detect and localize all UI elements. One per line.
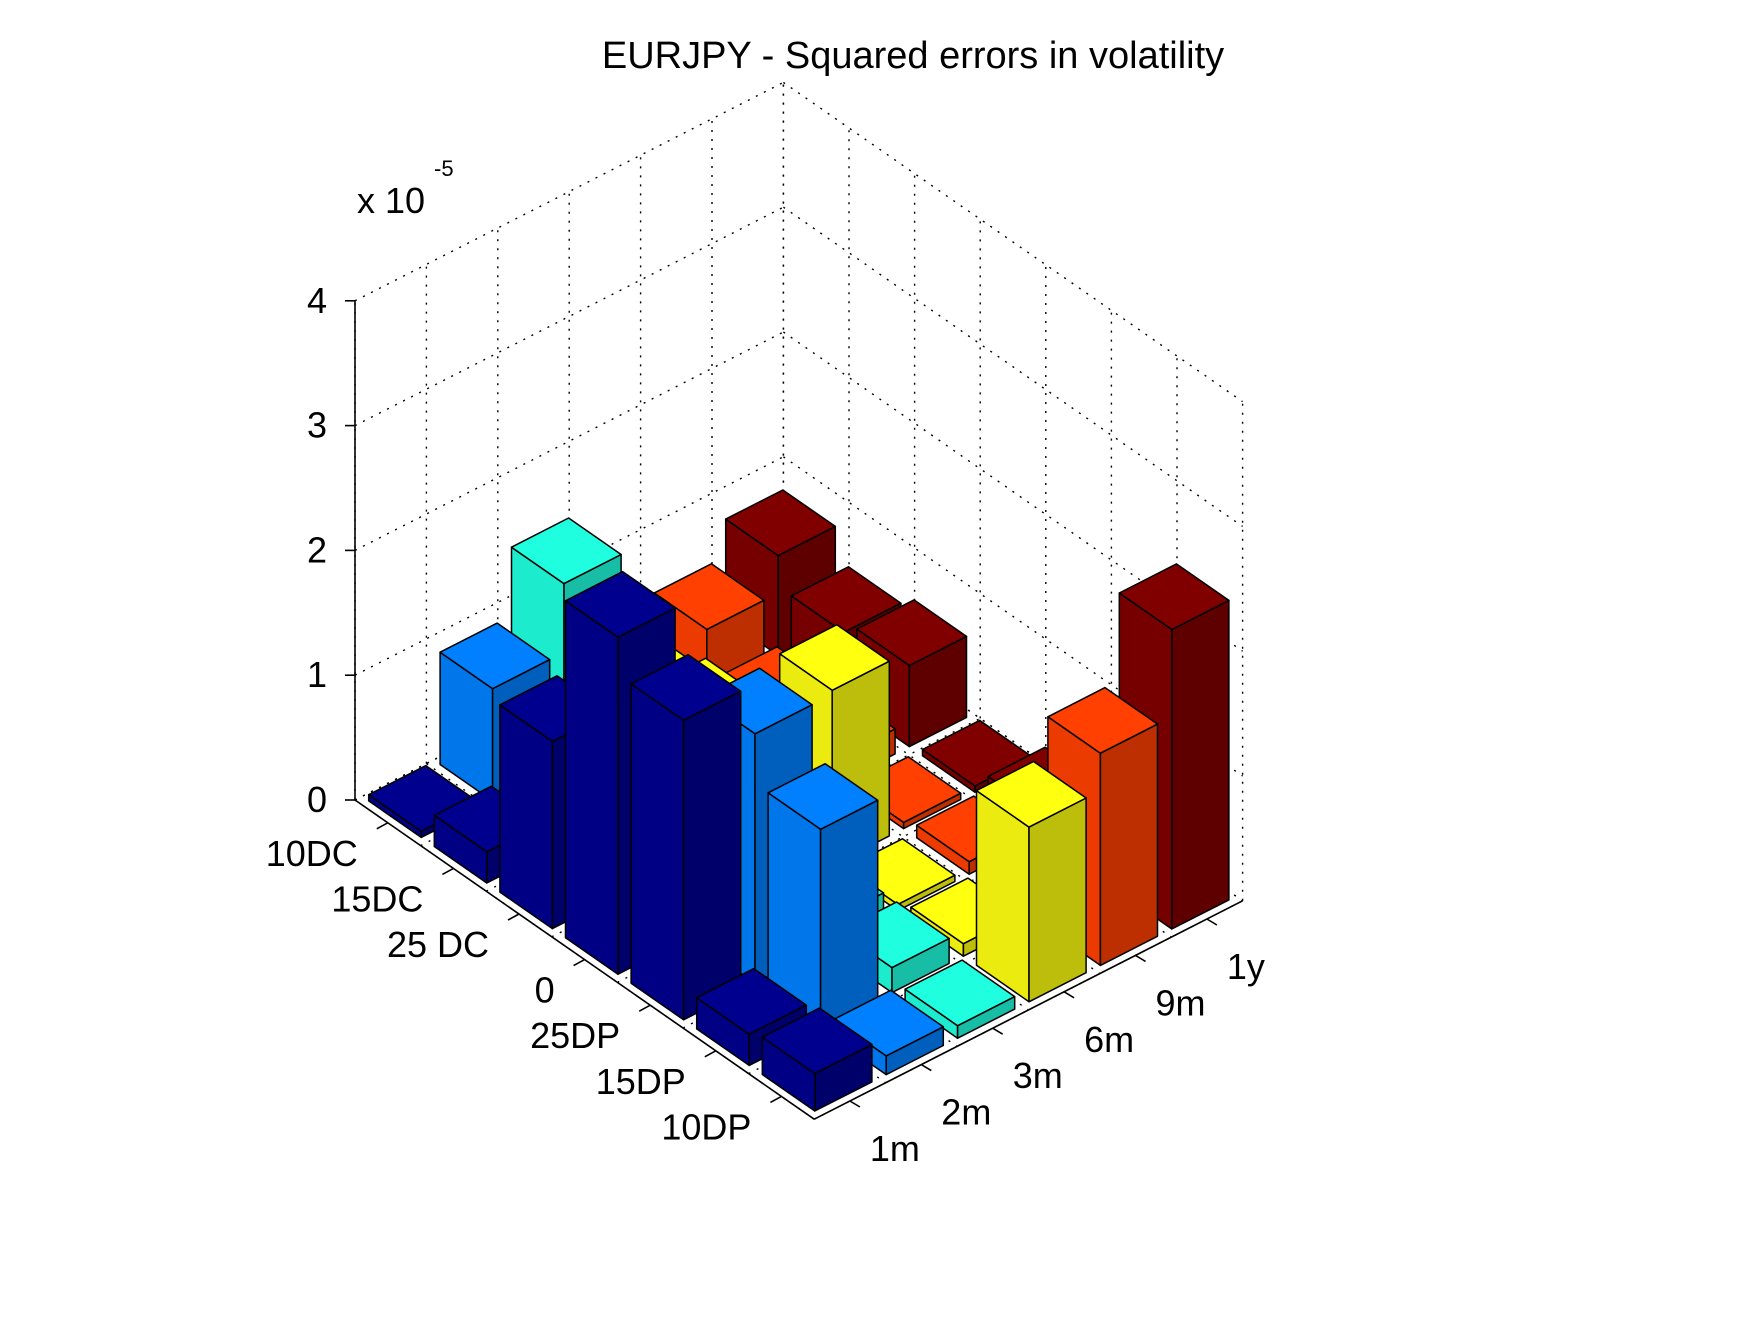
- bar-15DP-2m: [767, 762, 879, 1030]
- bar-top-face: [856, 599, 968, 667]
- bar-10DP-6m: [975, 760, 1087, 1003]
- strike-tick: [638, 1004, 651, 1012]
- bar-top-face: [1118, 563, 1230, 631]
- maturity-tick: [1206, 918, 1218, 926]
- z-tick-label: 0: [307, 779, 327, 820]
- z-scale-exponent: -5: [434, 156, 454, 181]
- strike-tick-label: 25 DC: [387, 924, 489, 965]
- bar-top-face: [904, 959, 1016, 1027]
- strike-tick-label: 10DC: [266, 833, 358, 874]
- bar-top-face: [975, 760, 1087, 828]
- strike-tick-label: 10DP: [661, 1106, 751, 1147]
- maturity-tick-label: 1m: [870, 1128, 920, 1169]
- bar-top-face: [630, 653, 742, 722]
- bar-front-face: [499, 704, 554, 930]
- bar-top-face: [767, 762, 879, 831]
- bar-side-face: [819, 799, 879, 1030]
- grid-line: [783, 581, 1243, 902]
- maturity-tick-label: 1y: [1227, 946, 1265, 987]
- grid-line: [711, 617, 1172, 938]
- axis-layer: [345, 299, 1243, 1120]
- bar-top-face: [778, 623, 891, 692]
- strike-tick-label: 0: [535, 970, 555, 1011]
- z-tick-label: 3: [307, 405, 327, 446]
- maturity-tick: [849, 1100, 861, 1108]
- strike-tick: [704, 1050, 717, 1058]
- bar-25DP-1m: [630, 653, 742, 1021]
- bar-side-face: [1099, 723, 1159, 967]
- z-tick-label: 1: [307, 654, 327, 695]
- bar-front-face: [564, 600, 619, 975]
- bar-top-face: [564, 570, 676, 638]
- grid-line: [783, 331, 1243, 652]
- bar-top-face: [761, 1007, 873, 1075]
- bars-layer: [367, 489, 1230, 1112]
- z-tick-label: 2: [307, 529, 327, 570]
- grid-line: [783, 81, 1243, 403]
- bar-top-face: [439, 622, 551, 690]
- strike-tick: [442, 867, 454, 876]
- z-scale-label: x 10: [357, 180, 425, 221]
- strike-tick-label: 15DP: [596, 1061, 686, 1102]
- grid-line: [783, 456, 1243, 777]
- strike-tick-label: 25DP: [530, 1015, 620, 1056]
- bar-10DP-1y: [1118, 563, 1230, 930]
- maturity-tick: [992, 1027, 1004, 1035]
- z-tick-label: 4: [307, 280, 327, 321]
- label-layer: EURJPY - Squared errors in volatility x …: [266, 35, 1265, 1169]
- bar-top-face: [695, 967, 808, 1035]
- bar-top-face: [724, 489, 837, 557]
- chart-title: EURJPY - Squared errors in volatility: [602, 35, 1224, 77]
- maturity-tick: [920, 1063, 932, 1072]
- bar-side-face: [682, 690, 742, 1021]
- grid-line: [783, 206, 1243, 527]
- bar-top-face: [790, 566, 902, 634]
- bar-side-face: [1028, 797, 1087, 1003]
- maturity-tick: [1135, 954, 1146, 963]
- strike-tick: [573, 958, 585, 967]
- strike-tick: [507, 913, 520, 921]
- bar-top-face: [510, 517, 622, 585]
- maturity-tick-label: 2m: [941, 1092, 991, 1133]
- maturity-axis-line: [813, 900, 1243, 1120]
- bar-top-face: [653, 563, 765, 631]
- maturity-tick-label: 3m: [1013, 1055, 1063, 1096]
- bar-10DP-3m: [904, 959, 1016, 1039]
- strike-tick-label: 15DC: [331, 878, 423, 919]
- strike-tick: [770, 1095, 782, 1104]
- bar-10DP-1m: [761, 1007, 873, 1112]
- bar-side-face: [1171, 599, 1230, 930]
- maturity-tick: [1063, 991, 1075, 999]
- bar-front-face: [630, 683, 685, 1021]
- bar-top-face: [1047, 686, 1159, 754]
- strike-tick: [376, 822, 389, 830]
- maturity-tick-label: 6m: [1084, 1019, 1134, 1060]
- maturity-tick-label: 9m: [1156, 982, 1206, 1023]
